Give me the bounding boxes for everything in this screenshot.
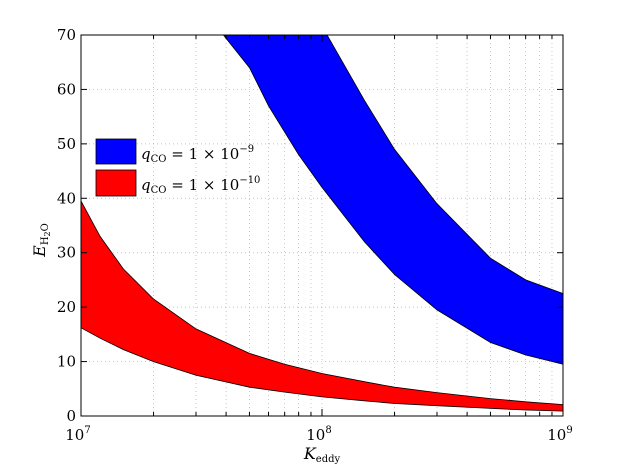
x-tick-label: 108	[306, 425, 331, 444]
y-tick-label: 70	[57, 26, 76, 44]
legend-red-q: q	[141, 176, 151, 194]
y-axis-label-sub: H	[40, 236, 51, 245]
y-tick-label: 40	[57, 189, 76, 207]
legend-red-exp: −10	[239, 175, 260, 186]
y-tick-label: 50	[57, 135, 76, 153]
plot-frame	[80, 34, 564, 417]
x-axis-label: Keddy	[303, 444, 341, 465]
y-tick-label: 20	[57, 298, 76, 316]
x-tick-label: 109	[547, 425, 572, 444]
legend-blue-q: q	[141, 145, 151, 163]
axis-labels: Keddy EH2O	[30, 223, 341, 465]
legend-swatch-blue	[95, 138, 137, 165]
legend-blue-exp: −9	[239, 144, 254, 155]
y-axis-label-sub-tail: O	[40, 223, 51, 231]
legend-label-blue: qCO = 1 × 10−9	[141, 144, 254, 165]
legend-red-sub: CO	[151, 185, 167, 196]
y-tick-label: 10	[57, 353, 76, 371]
x-axis-label-sub: eddy	[316, 454, 341, 465]
legend-blue-sub: CO	[151, 154, 167, 165]
tick-labels: 0 10 20 30 40 50 60 70 107 108 109	[57, 26, 573, 444]
legend-label-red: qCO = 1 × 10−10	[141, 175, 260, 196]
legend-blue-text: = 1 × 10	[166, 145, 239, 163]
legend-red-text: = 1 × 10	[166, 176, 239, 194]
x-tick-label: 107	[65, 425, 90, 444]
y-axis-label-main: E	[30, 245, 49, 258]
y-tick-label: 60	[57, 80, 76, 98]
y-axis-label-sub-digit: 2	[43, 231, 52, 236]
x-axis-label-main: K	[303, 444, 317, 463]
y-tick-label: 0	[66, 407, 76, 425]
y-tick-label: 30	[57, 244, 76, 262]
band-blue	[222, 34, 564, 365]
legend-swatch-red	[95, 169, 137, 197]
legend: qCO = 1 × 10−9 qCO = 1 × 10−10	[95, 138, 260, 197]
y-axis-label: EH2O	[30, 223, 52, 258]
